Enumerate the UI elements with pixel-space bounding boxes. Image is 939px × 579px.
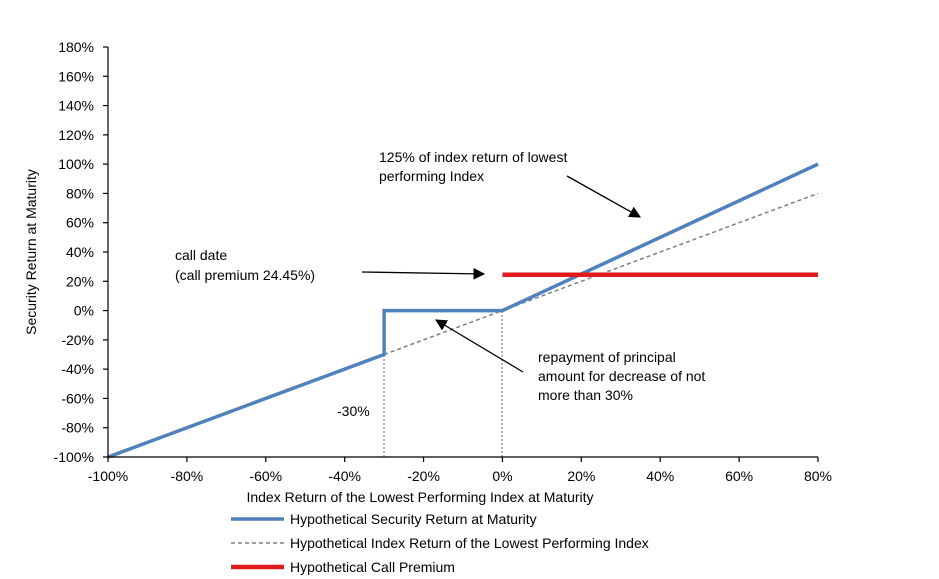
y-tick-label: -80%: [61, 420, 94, 436]
x-tick-label: 80%: [804, 468, 832, 484]
y-tick-label: 80%: [66, 185, 94, 201]
y-tick-label: 140%: [58, 98, 94, 114]
x-tick-label: 60%: [725, 468, 753, 484]
legend-item-call-premium: Hypothetical Call Premium: [231, 559, 455, 575]
y-tick-label: -20%: [61, 332, 94, 348]
y-tick-label: 180%: [58, 39, 94, 55]
annotation-repayment-arrow: [434, 319, 524, 373]
annotation-125-line-2: performing Index: [379, 168, 484, 184]
x-tick-label: 20%: [567, 468, 595, 484]
x-tick-label: -80%: [171, 468, 204, 484]
annotation-repayment: repayment of principal amount for decrea…: [434, 319, 705, 403]
annotation-call-line-1: call date: [175, 247, 227, 263]
annotation-call-arrow: [361, 267, 486, 280]
legend-item-security: Hypothetical Security Return at Maturity: [231, 511, 537, 527]
y-tick-label: 100%: [58, 156, 94, 172]
legend-label-security: Hypothetical Security Return at Maturity: [290, 511, 537, 527]
x-tick-label: -20%: [407, 468, 440, 484]
y-tick-label: 0%: [74, 303, 94, 319]
y-tick-label: -40%: [61, 361, 94, 377]
y-tick-label: 60%: [66, 215, 94, 231]
y-tick-label: -100%: [54, 449, 94, 465]
x-tick-label: 0%: [492, 468, 512, 484]
y-ticks: -100% -80% -60% -40% -20% 0% 20% 40% 60% 80% 100% 1…: [54, 39, 108, 465]
y-tick-label: 20%: [66, 273, 94, 289]
x-tick-label: -60%: [249, 468, 282, 484]
annotation-125-line-1: 125% of index return of lowest: [379, 149, 567, 165]
legend: Hypothetical Security Return at Maturity…: [231, 511, 649, 575]
x-ticks: -100% -80% -60% -40% -20% 0% 20% 40% 60% 80%: [88, 457, 832, 484]
annotation-repayment-line-2: amount for decrease of not: [538, 368, 705, 384]
annotation-call-date: call date (call premium 24.45%): [175, 247, 486, 283]
x-axis-label: Index Return of the Lowest Performing In…: [246, 489, 593, 505]
x-tick-label: -40%: [328, 468, 361, 484]
annotation-125-arrow: [566, 175, 642, 218]
annotation-minus-30: -30%: [337, 403, 370, 419]
guide-lines: [383, 311, 503, 457]
x-tick-label: -100%: [88, 468, 128, 484]
y-tick-label: -60%: [61, 390, 94, 406]
annotation-repayment-line-1: repayment of principal: [538, 349, 676, 365]
annotation-125-percent: 125% of index return of lowest performin…: [379, 149, 642, 218]
legend-label-call-premium: Hypothetical Call Premium: [290, 559, 455, 575]
series-security-return: [107, 162, 819, 459]
legend-label-index: Hypothetical Index Return of the Lowest …: [290, 535, 649, 551]
annotation-repayment-line-3: more than 30%: [538, 387, 633, 403]
legend-item-index: Hypothetical Index Return of the Lowest …: [231, 535, 649, 551]
series-layer: [107, 162, 819, 459]
x-tick-label: 40%: [646, 468, 674, 484]
annotation-call-line-2: (call premium 24.45%): [175, 267, 315, 283]
y-tick-label: 40%: [66, 244, 94, 260]
y-tick-label: 160%: [58, 68, 94, 84]
y-tick-label: 120%: [58, 127, 94, 143]
y-axis-label: Security Return at Maturity: [23, 169, 39, 335]
